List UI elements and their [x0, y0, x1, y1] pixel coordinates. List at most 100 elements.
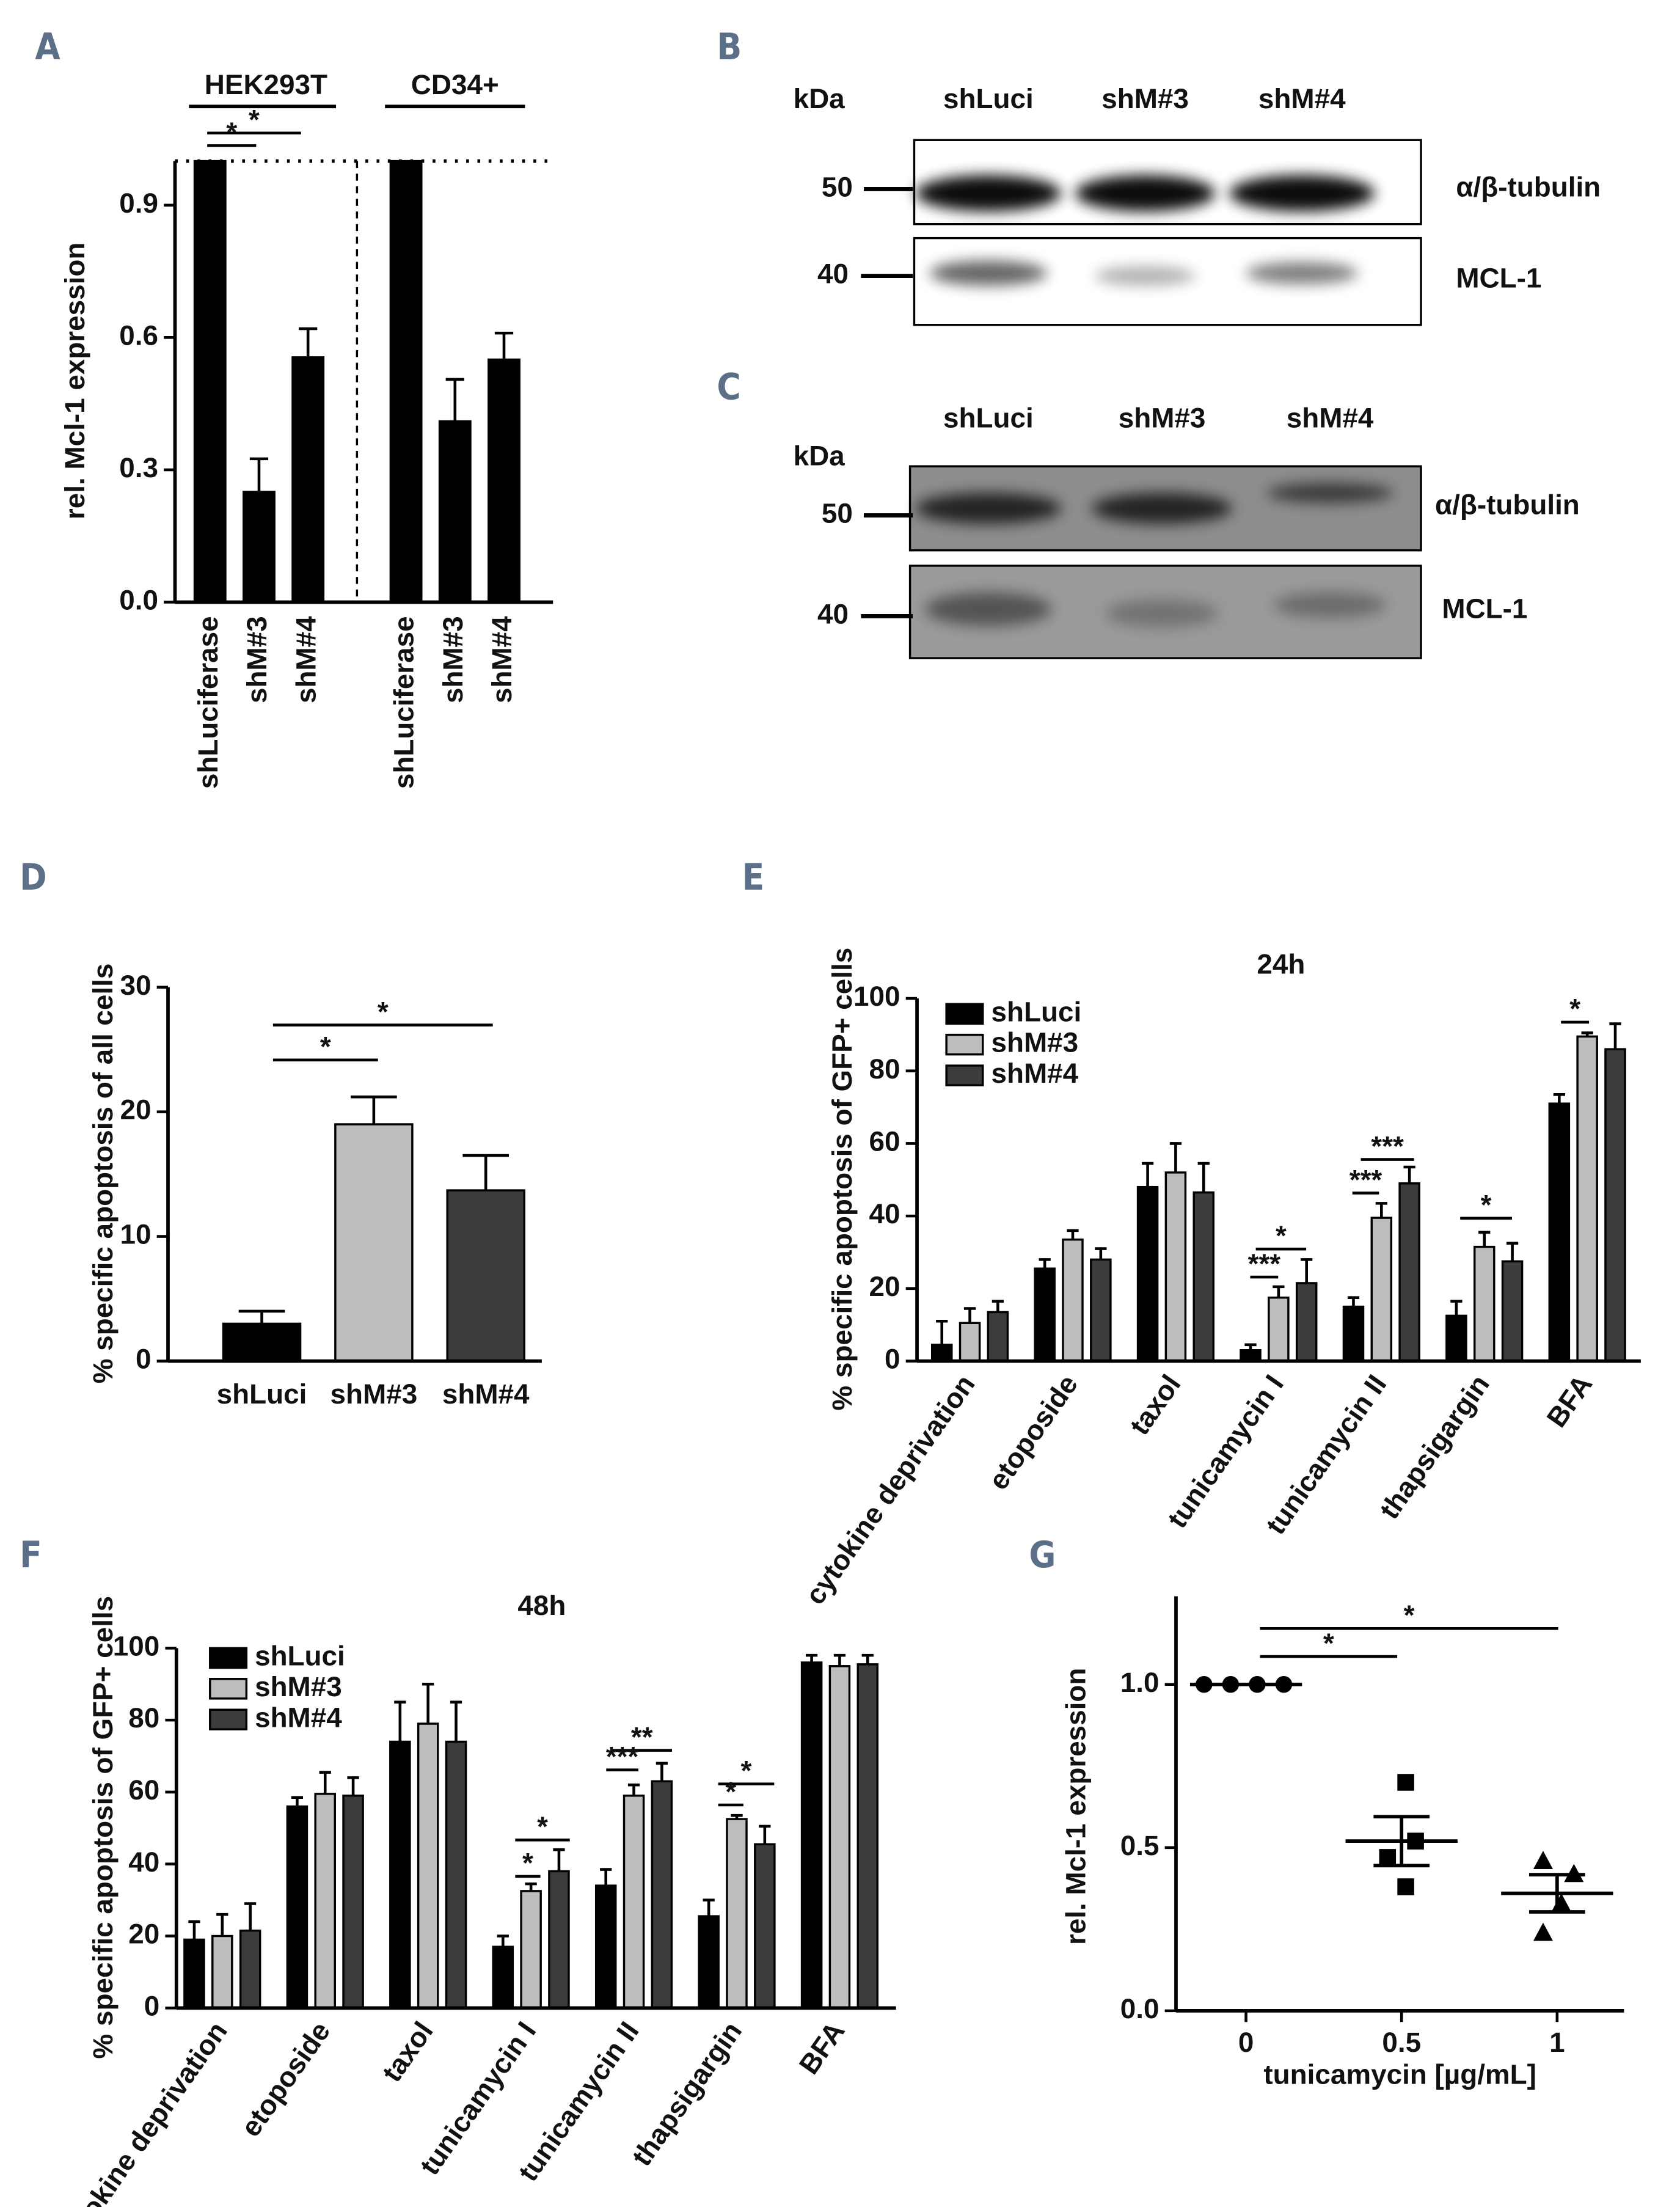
- y-tick-label: 0: [885, 1344, 900, 1375]
- band: [1246, 262, 1358, 285]
- band-label: α/β-tubulin: [1456, 172, 1601, 203]
- chart-title: 24h: [1257, 948, 1305, 979]
- bar: [1192, 1191, 1215, 1363]
- bar: [698, 1915, 720, 2010]
- y-tick-label: 40: [128, 1846, 159, 1878]
- x-tick-label: thapsigargin: [1373, 1369, 1496, 1525]
- lane-label: shLuci: [943, 403, 1034, 434]
- legend-label: shM#4: [991, 1058, 1078, 1089]
- band: [1092, 492, 1232, 524]
- bar: [1473, 1245, 1496, 1363]
- y-tick-label: 0.3: [119, 452, 158, 483]
- legend-swatch: [945, 1033, 984, 1056]
- x-tick-label: etoposide: [982, 1369, 1084, 1496]
- x-tick-label: taxol: [1123, 1369, 1186, 1441]
- bar: [1090, 1258, 1112, 1363]
- bar: [1295, 1282, 1318, 1363]
- bar: [291, 356, 325, 604]
- significance-label: *: [378, 996, 389, 1027]
- legend-swatch: [209, 1678, 248, 1700]
- size-marker: 40: [817, 598, 849, 629]
- y-tick-label: 0.6: [119, 320, 158, 351]
- bar: [445, 1740, 467, 2010]
- point: [1533, 1851, 1553, 1869]
- point: [1397, 1774, 1414, 1791]
- bar: [183, 1938, 205, 2010]
- unit-label: kDa: [794, 441, 845, 472]
- legend-swatch: [209, 1708, 248, 1730]
- significance-label: *: [522, 1848, 533, 1879]
- y-tick-label: 0: [144, 1990, 159, 2021]
- bar: [314, 1793, 336, 2010]
- bar: [1370, 1217, 1393, 1363]
- bar: [594, 1884, 617, 2010]
- significance-label: *: [320, 1031, 331, 1063]
- band: [1229, 175, 1375, 212]
- bar: [959, 1322, 981, 1363]
- bar: [1268, 1296, 1290, 1363]
- point: [1397, 1878, 1414, 1895]
- band-label: MCL-1: [1442, 593, 1527, 624]
- size-marker: 40: [817, 258, 849, 290]
- bar: [1136, 1185, 1159, 1363]
- x-tick-label: cytokine deprivation: [52, 2016, 233, 2207]
- group-label: HEK293T: [205, 69, 327, 100]
- x-tick-label: thapsigargin: [626, 2016, 748, 2172]
- bar: [239, 1929, 261, 2010]
- bar: [1062, 1238, 1084, 1363]
- bar: [856, 1663, 879, 2010]
- y-axis-label: rel. Mcl-1 expression: [1061, 1668, 1092, 1945]
- unit-label: kDa: [794, 83, 845, 114]
- bar: [488, 358, 520, 604]
- panel-label: D: [20, 857, 47, 899]
- bar: [342, 1795, 364, 2010]
- y-tick-label: 0.0: [119, 585, 158, 616]
- bar: [286, 1805, 309, 2010]
- size-marker: 50: [822, 172, 853, 203]
- band: [1274, 592, 1386, 618]
- bar: [492, 1945, 514, 2010]
- significance-label: ***: [1371, 1130, 1404, 1162]
- x-tick-label: shM#3: [331, 1378, 418, 1410]
- significance-label: ***: [606, 1741, 639, 1772]
- point: [1533, 1922, 1553, 1941]
- y-tick-label: 40: [869, 1198, 900, 1229]
- significance-label: *: [249, 104, 260, 136]
- y-tick-label: 20: [120, 1094, 152, 1125]
- y-tick-label: 1.0: [1120, 1667, 1160, 1698]
- y-tick-label: 0.9: [119, 188, 158, 219]
- bar: [1445, 1314, 1467, 1363]
- bar: [222, 1322, 302, 1363]
- significance-label: *: [725, 1776, 736, 1807]
- bar: [1548, 1102, 1571, 1363]
- legend-label: shM#3: [991, 1027, 1078, 1058]
- band: [915, 175, 1062, 212]
- significance-label: *: [1276, 1220, 1287, 1251]
- panel-label: E: [742, 857, 765, 899]
- lane-label: shM#4: [1258, 83, 1346, 114]
- y-tick-label: 20: [128, 1919, 159, 1950]
- y-tick-label: 0: [136, 1344, 152, 1375]
- bar: [651, 1780, 673, 2010]
- panel-label: F: [20, 1534, 42, 1576]
- significance-label: ***: [1248, 1248, 1281, 1279]
- x-tick-label: 0: [1238, 2027, 1254, 2058]
- bar: [548, 1870, 570, 2010]
- y-tick-label: 0.0: [1120, 1993, 1160, 2024]
- bar: [726, 1818, 748, 2010]
- point: [1551, 1893, 1571, 1912]
- band: [925, 592, 1052, 626]
- x-tick-label: shM#4: [486, 616, 517, 703]
- band: [1266, 483, 1393, 503]
- significance-label: *: [1481, 1190, 1492, 1221]
- y-tick-label: 10: [120, 1219, 152, 1250]
- bar: [754, 1843, 776, 2010]
- band-label: MCL-1: [1456, 262, 1541, 293]
- bar: [520, 1890, 542, 2010]
- bar: [623, 1795, 645, 2010]
- bar: [417, 1722, 439, 2010]
- lane-label: shM#3: [1119, 403, 1206, 434]
- band: [915, 492, 1062, 524]
- y-tick-label: 0.5: [1120, 1830, 1160, 1861]
